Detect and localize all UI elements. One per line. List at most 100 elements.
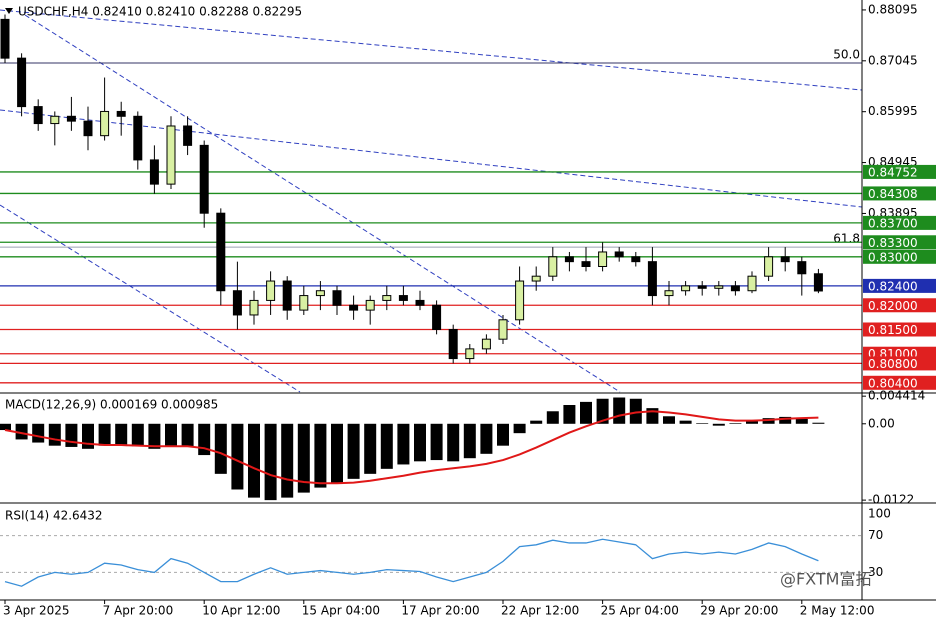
trend-line: [0, 9, 863, 91]
candle-body: [299, 295, 309, 311]
macd-bar: [463, 423, 476, 459]
candle-body: [83, 120, 93, 137]
level-box: [863, 322, 936, 337]
macd-bar: [281, 423, 294, 498]
candle-body: [66, 115, 76, 122]
y-tick-label: -0.0122: [868, 493, 914, 507]
y-tick-label: 0.004414: [868, 389, 925, 403]
candle-body: [365, 299, 375, 311]
x-tick-label: 7 Apr 20:00: [103, 604, 174, 618]
macd-bar: [48, 423, 61, 446]
candle-body: [531, 275, 541, 282]
macd-bar: [513, 423, 526, 434]
candle-body: [598, 251, 608, 268]
macd-bar: [148, 423, 161, 449]
macd-bar: [131, 423, 144, 447]
candle-body: [183, 125, 193, 146]
candle-body: [564, 256, 574, 263]
watermark: @FXTM富拓: [780, 570, 871, 589]
y-tick-label: 0.87045: [868, 53, 918, 67]
level-label: 0.82000: [868, 299, 918, 313]
candle-body: [515, 280, 525, 321]
macd-bar: [480, 423, 493, 454]
macd-bar: [414, 423, 426, 462]
candle-body: [631, 256, 641, 263]
macd-bar: [696, 423, 709, 424]
macd-bar: [32, 423, 45, 443]
macd-bar: [0, 423, 11, 431]
trend-line: [0, 109, 863, 208]
candle-body: [813, 273, 823, 292]
x-tick-label: 2 May 12:00: [800, 604, 875, 618]
level-label: 0.83000: [868, 250, 918, 264]
level-box: [863, 278, 936, 293]
macd-bar: [530, 420, 543, 424]
x-tick-label: 17 Apr 20:00: [401, 604, 479, 618]
candle-body: [382, 295, 392, 301]
chart-title: USDCHF,H4 0.82410 0.82410 0.82288 0.8229…: [18, 5, 302, 19]
candle-body: [730, 285, 740, 292]
candle-body: [315, 290, 325, 297]
candle-body: [149, 159, 159, 185]
candle-body: [116, 110, 126, 117]
macd-bar: [746, 421, 758, 424]
dropdown-arrow: [5, 8, 13, 14]
candle-body: [448, 328, 458, 360]
macd-bar: [563, 405, 576, 424]
candle-body: [398, 295, 408, 301]
x-tick-label: 29 Apr 20:00: [700, 604, 778, 618]
level-label: 0.80800: [868, 357, 918, 371]
level-box: [863, 215, 936, 230]
macd-bar: [729, 423, 742, 424]
macd-bar: [214, 423, 227, 474]
candle-body: [133, 115, 143, 161]
macd-bar: [231, 423, 244, 490]
macd-bar: [580, 401, 592, 424]
candle-body: [432, 304, 442, 330]
x-tick-label: 25 Apr 04:00: [601, 604, 679, 618]
candle-body: [481, 338, 491, 350]
macd-bar: [15, 423, 28, 440]
macd-bar: [314, 423, 327, 488]
macd-bar: [181, 423, 194, 447]
trend-line: [0, 204, 301, 393]
macd-bar: [380, 423, 393, 469]
level-box: [863, 235, 936, 250]
candle-body: [681, 285, 691, 292]
macd-bar: [248, 423, 260, 498]
level-box: [863, 164, 936, 179]
candle-body: [199, 144, 209, 214]
level-label: 0.83300: [868, 236, 918, 250]
macd-bar: [347, 423, 360, 479]
candle-body: [548, 256, 558, 277]
candle-body: [166, 125, 176, 185]
candle-body: [0, 18, 10, 59]
macd-bar: [430, 423, 443, 461]
level-label: 0.84308: [868, 187, 918, 201]
macd-bar: [712, 423, 725, 426]
level-box: [863, 375, 936, 390]
x-tick-label: 3 Apr 2025: [3, 604, 70, 618]
macd-bar: [596, 398, 609, 424]
candle-body: [349, 304, 359, 311]
candle-body: [780, 256, 790, 263]
macd-bar: [546, 411, 559, 424]
level-label: 0.81500: [868, 323, 918, 337]
macd-bar: [812, 422, 825, 424]
candle-body: [697, 285, 707, 289]
x-tick-label: 22 Apr 12:00: [501, 604, 579, 618]
candle-body: [332, 290, 342, 306]
y-tick-label: 100: [868, 507, 891, 521]
y-tick-label: 30: [868, 565, 883, 579]
candle-body: [232, 290, 242, 316]
macd-bar: [364, 423, 377, 474]
candle-body: [100, 110, 110, 137]
fib-label: 61.8: [833, 232, 860, 246]
x-tick-label: 10 Apr 12:00: [202, 604, 280, 618]
candle-body: [614, 251, 624, 258]
candle-body: [647, 261, 657, 297]
y-tick-label: 0.85995: [868, 104, 918, 118]
